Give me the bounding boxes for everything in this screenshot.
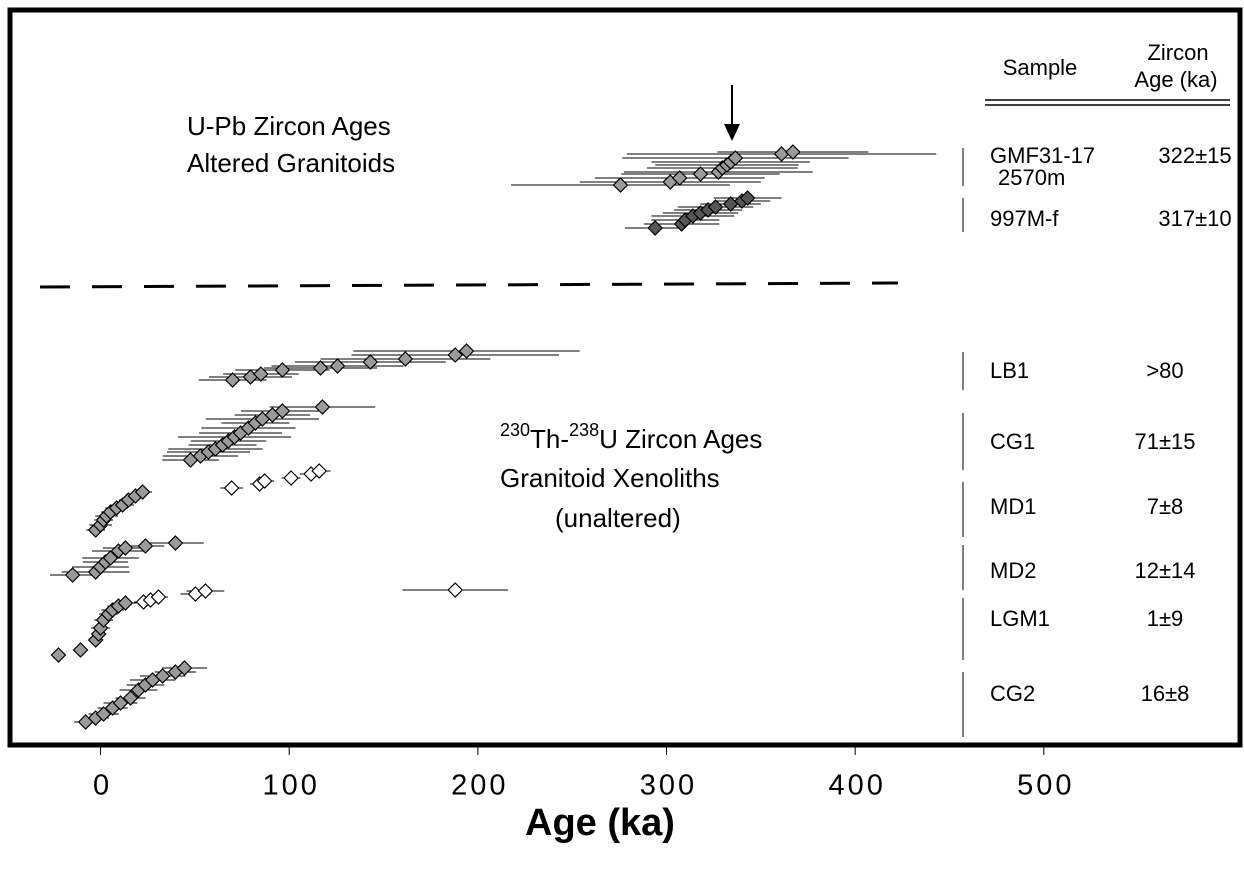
- annotation: U-Pb Zircon Ages: [187, 111, 391, 141]
- data-point: [102, 550, 119, 566]
- data-point: [223, 480, 240, 496]
- data-point: [176, 660, 193, 676]
- data-point: [773, 146, 790, 162]
- data-point: [256, 473, 273, 489]
- sample-name: GMF31-17: [990, 143, 1095, 168]
- data-point: [612, 177, 629, 193]
- data-point: [785, 144, 801, 160]
- table-header: Age (ka): [1134, 67, 1217, 92]
- data-point: [458, 343, 475, 359]
- annotation-part: 230: [500, 420, 530, 440]
- data-point: [447, 347, 464, 363]
- zircon-age: 317±10: [1158, 206, 1231, 231]
- data-point: [122, 690, 139, 706]
- data-point: [112, 695, 129, 711]
- data-point: [137, 538, 154, 554]
- sample-name: MD1: [990, 494, 1036, 519]
- zircon-age: 16±8: [1141, 681, 1190, 706]
- x-tick-label: 500: [1017, 770, 1074, 802]
- annotation: 230Th-238U Zircon Ages: [500, 420, 762, 454]
- data-point: [727, 150, 744, 166]
- data-point: [447, 582, 464, 598]
- annotation-part: Th-: [530, 424, 569, 454]
- data-point: [314, 399, 331, 415]
- sample-name: LB1: [990, 358, 1029, 383]
- data-point: [274, 403, 291, 419]
- data-point: [671, 170, 688, 186]
- annotation-part: U Zircon Ages: [599, 424, 762, 454]
- annotation: (unaltered): [555, 503, 681, 533]
- zircon-age: 12±14: [1134, 558, 1195, 583]
- data-point: [397, 351, 414, 367]
- data-point: [134, 484, 151, 500]
- data-point: [167, 535, 184, 551]
- data-point: [739, 190, 756, 206]
- arrow-head: [724, 124, 740, 141]
- x-tick-label: 100: [263, 770, 320, 802]
- sample-name: 997M-f: [990, 206, 1059, 231]
- x-tick-label: 0: [93, 770, 112, 802]
- data-point: [150, 589, 167, 605]
- plot-frame: [7, 7, 1243, 748]
- annotation: Altered Granitoids: [187, 148, 395, 178]
- sample-name: MD2: [990, 558, 1036, 583]
- data-point: [722, 196, 739, 212]
- data-point: [72, 642, 89, 658]
- zircon-age: 71±15: [1134, 429, 1195, 454]
- zircon-age: 7±8: [1147, 494, 1184, 519]
- data-point: [197, 583, 214, 599]
- data-point: [647, 220, 664, 236]
- data-point: [274, 362, 291, 378]
- zircon-age: 1±9: [1147, 606, 1184, 631]
- x-tick-label: 400: [828, 770, 885, 802]
- zircon-age: 322±15: [1158, 143, 1231, 168]
- data-point: [707, 199, 724, 215]
- data-point: [154, 668, 171, 684]
- data-point: [117, 540, 134, 556]
- table-header: Zircon: [1147, 40, 1208, 65]
- zircon-age: >80: [1146, 358, 1183, 383]
- data-point: [311, 463, 328, 479]
- annotation-part: 238: [569, 420, 599, 440]
- annotation: Granitoid Xenoliths: [500, 463, 720, 493]
- x-axis-label: Age (ka): [525, 802, 675, 844]
- data-point: [117, 595, 134, 611]
- data-point: [362, 354, 379, 370]
- data-point: [224, 372, 241, 388]
- sample-name: LGM1: [990, 606, 1050, 631]
- sample-name: CG1: [990, 429, 1035, 454]
- data-point: [312, 360, 329, 376]
- data-point: [253, 366, 269, 382]
- separator: [39, 281, 899, 289]
- data-point: [64, 567, 81, 583]
- x-tick-label: 200: [451, 770, 508, 802]
- data-point: [50, 647, 67, 663]
- data-point: [95, 706, 112, 722]
- data-point: [692, 166, 709, 182]
- data-point: [329, 358, 346, 374]
- data-point: [283, 470, 299, 486]
- table-header: Sample: [1003, 55, 1078, 80]
- x-tick-label: 300: [640, 770, 697, 802]
- sample-name: CG2: [990, 681, 1035, 706]
- sample-depth: 2570m: [998, 165, 1065, 190]
